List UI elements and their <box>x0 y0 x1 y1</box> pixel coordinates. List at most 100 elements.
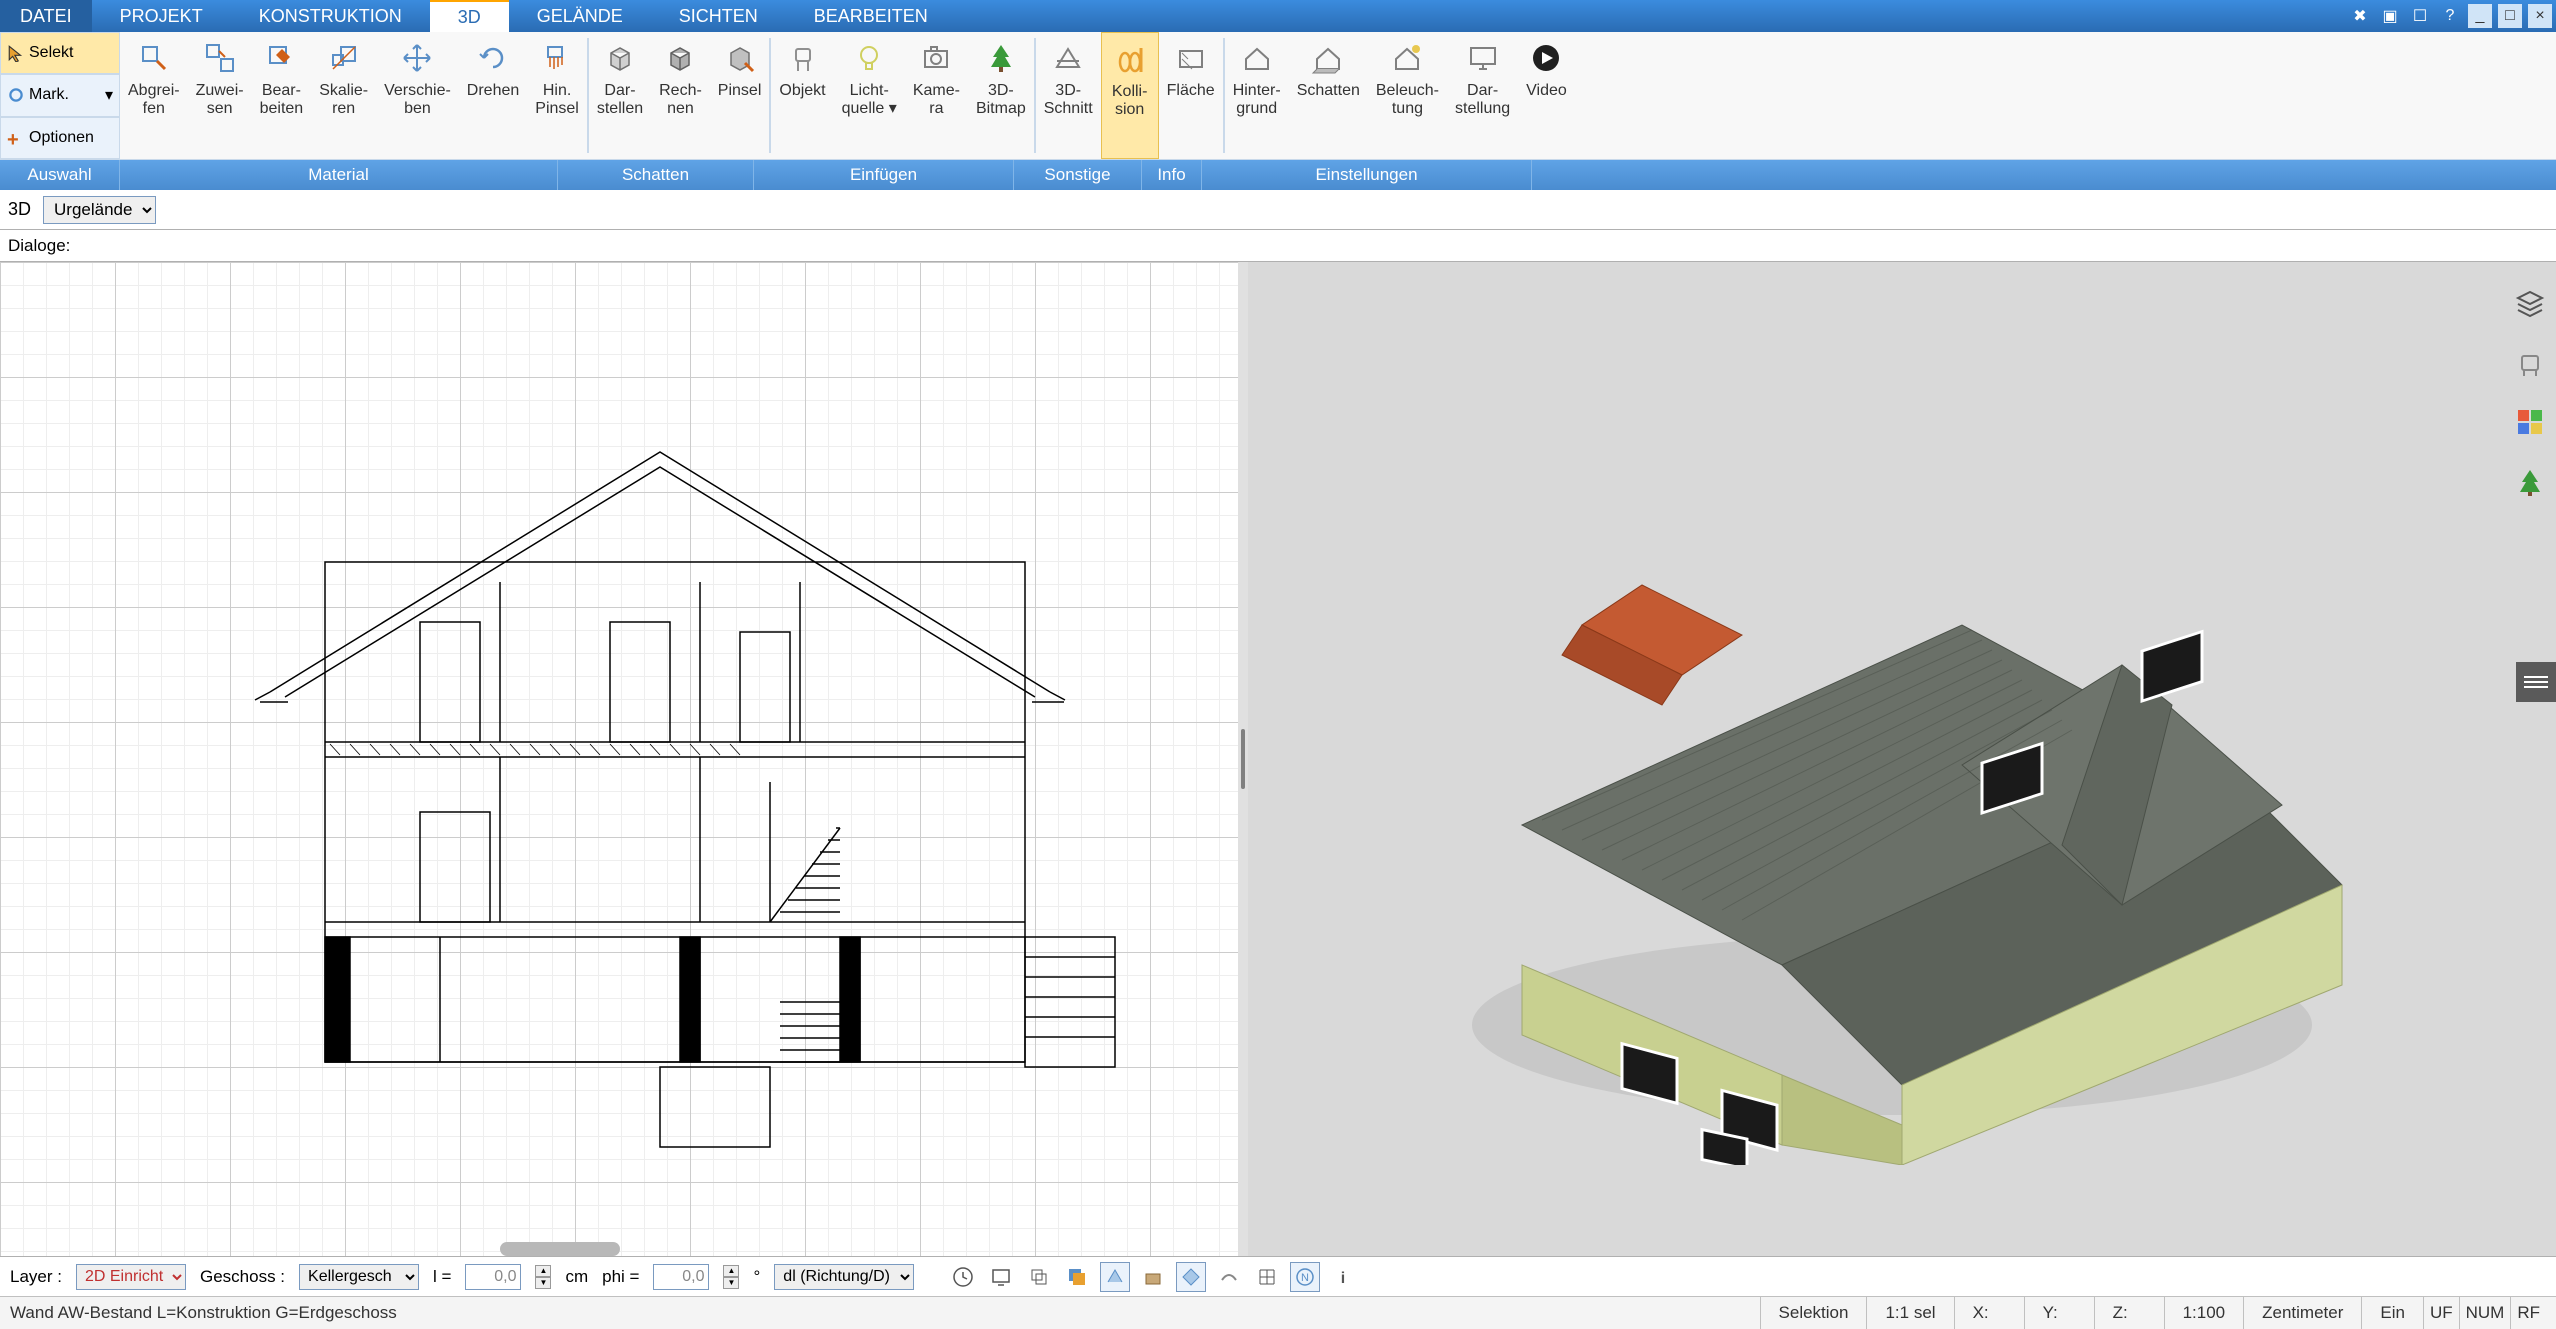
geschoss-select[interactable]: Kellergesch <box>299 1264 419 1290</box>
maximize-icon[interactable]: □ <box>2498 4 2522 28</box>
stack-icon[interactable] <box>1024 1262 1054 1292</box>
tool-area[interactable]: Fläche <box>1159 32 1223 159</box>
menu-projekt[interactable]: PROJEKT <box>92 0 231 32</box>
tool-section[interactable]: 3D- Schnitt <box>1036 32 1101 159</box>
status-uf: UF <box>2423 1297 2459 1329</box>
side-panel-handle[interactable] <box>2516 662 2556 702</box>
cube3-icon <box>720 38 760 78</box>
collision-icon <box>1110 39 1150 79</box>
tree-icon[interactable] <box>2510 462 2550 502</box>
mark-icon <box>7 86 25 104</box>
tool-house3[interactable]: Beleuch- tung <box>1368 32 1447 159</box>
phi-spinner[interactable]: ▲▼ <box>723 1265 739 1289</box>
clock-icon[interactable] <box>948 1262 978 1292</box>
furniture-icon[interactable] <box>2510 342 2550 382</box>
l-unit: cm <box>565 1267 588 1287</box>
tool-rotate[interactable]: Drehen <box>459 32 527 159</box>
shape4-icon[interactable] <box>1214 1262 1244 1292</box>
tool-bulb[interactable]: Licht- quelle ▾ <box>834 32 905 159</box>
menu-konstruktion[interactable]: KONSTRUKTION <box>231 0 430 32</box>
info-icon[interactable]: i <box>1328 1262 1358 1292</box>
status-z: Z: <box>2094 1297 2164 1329</box>
status-x: X: <box>1954 1297 2024 1329</box>
shape3-icon[interactable] <box>1176 1262 1206 1292</box>
tool-label: Verschie- ben <box>384 82 451 117</box>
tool-label: Zuwei- sen <box>196 82 244 117</box>
cube-icon <box>600 38 640 78</box>
l-spinner[interactable]: ▲▼ <box>535 1265 551 1289</box>
tool-label: Beleuch- tung <box>1376 82 1439 117</box>
tool-label: 3D- Bitmap <box>976 82 1026 117</box>
area-icon <box>1171 38 1211 78</box>
window-icon[interactable]: ☐ <box>2408 4 2432 28</box>
tool-eyedropper[interactable]: Abgrei- fen <box>120 32 188 159</box>
bulb-icon <box>849 38 889 78</box>
group-info: Info <box>1142 160 1202 190</box>
tool-cube3[interactable]: Pinsel <box>710 32 770 159</box>
pane-2d[interactable] <box>0 262 1238 1256</box>
selekt-button[interactable]: Selekt <box>0 32 120 74</box>
settings-icon[interactable]: ▣ <box>2378 4 2402 28</box>
shape2-icon[interactable] <box>1138 1262 1168 1292</box>
svg-text:i: i <box>1341 1270 1345 1287</box>
pane-3d[interactable] <box>1248 262 2556 1256</box>
tool-tree[interactable]: 3D- Bitmap <box>968 32 1034 159</box>
tool-label: Dar- stellung <box>1455 82 1510 117</box>
layers-icon[interactable] <box>2510 282 2550 322</box>
grid-icon[interactable] <box>1252 1262 1282 1292</box>
menu-datei[interactable]: DATEI <box>0 0 92 32</box>
bottom-icons: N i <box>948 1262 1358 1292</box>
close-icon[interactable]: × <box>2528 4 2552 28</box>
help-icon[interactable]: ? <box>2438 4 2462 28</box>
minimize-icon[interactable]: _ <box>2468 4 2492 28</box>
statusbar: Wand AW-Bestand L=Konstruktion G=Erdgesc… <box>0 1296 2556 1329</box>
tool-house2[interactable]: Schatten <box>1289 32 1368 159</box>
tool-assign[interactable]: Zuwei- sen <box>188 32 252 159</box>
tool-collision[interactable]: Kolli- sion <box>1101 32 1159 159</box>
phi-input[interactable] <box>653 1264 709 1290</box>
menu-bearbeiten[interactable]: BEARBEITEN <box>786 0 956 32</box>
mark-button[interactable]: Mark. ▾ <box>0 74 120 116</box>
menu-gelaende[interactable]: GELÄNDE <box>509 0 651 32</box>
group-einstellungen: Einstellungen <box>1202 160 1532 190</box>
dl-select[interactable]: dl (Richtung/D) <box>774 1264 914 1290</box>
tool-brush[interactable]: Hin. Pinsel <box>527 32 587 159</box>
horizontal-scrollbar[interactable] <box>500 1242 620 1256</box>
layer-select[interactable]: 2D Einricht <box>76 1264 186 1290</box>
tool-label: Pinsel <box>718 82 762 100</box>
tool-cube2[interactable]: Rech- nen <box>651 32 710 159</box>
tool-chair[interactable]: Objekt <box>771 32 833 159</box>
cube2-icon <box>660 38 700 78</box>
menu-3d[interactable]: 3D <box>430 0 509 32</box>
screen-icon[interactable] <box>986 1262 1016 1292</box>
tool-scale[interactable]: Skalie- ren <box>311 32 376 159</box>
phi-unit: ° <box>753 1267 760 1287</box>
tool-edit[interactable]: Bear- beiten <box>252 32 312 159</box>
tool-move[interactable]: Verschie- ben <box>376 32 459 159</box>
status-unit: Zentimeter <box>2243 1297 2361 1329</box>
tool-label: 3D- Schnitt <box>1044 82 1093 117</box>
status-rf: RF <box>2510 1297 2546 1329</box>
tool-label: Video <box>1526 82 1567 100</box>
sub-toolbar: 3D Urgelände <box>0 190 2556 230</box>
colors-icon[interactable] <box>2510 402 2550 442</box>
l-input[interactable] <box>465 1264 521 1290</box>
l-label: l = <box>433 1267 451 1287</box>
tool-label: Bear- beiten <box>260 82 304 117</box>
tool-icon[interactable]: ✖ <box>2348 4 2372 28</box>
menu-sichten[interactable]: SICHTEN <box>651 0 786 32</box>
tool-house1[interactable]: Hinter- grund <box>1225 32 1289 159</box>
tool-label: Objekt <box>779 82 825 100</box>
terrain-select[interactable]: Urgelände <box>43 196 156 224</box>
copy-icon[interactable] <box>1062 1262 1092 1292</box>
tool-monitor[interactable]: Dar- stellung <box>1447 32 1518 159</box>
pane-splitter[interactable] <box>1238 262 1248 1256</box>
tool-cube[interactable]: Dar- stellen <box>589 32 651 159</box>
optionen-button[interactable]: + Optionen <box>0 117 120 159</box>
target-icon[interactable]: N <box>1290 1262 1320 1292</box>
tool-camera[interactable]: Kame- ra <box>905 32 968 159</box>
shape1-icon[interactable] <box>1100 1262 1130 1292</box>
status-y: Y: <box>2024 1297 2094 1329</box>
monitor-icon <box>1463 38 1503 78</box>
tool-play[interactable]: Video <box>1518 32 1575 159</box>
